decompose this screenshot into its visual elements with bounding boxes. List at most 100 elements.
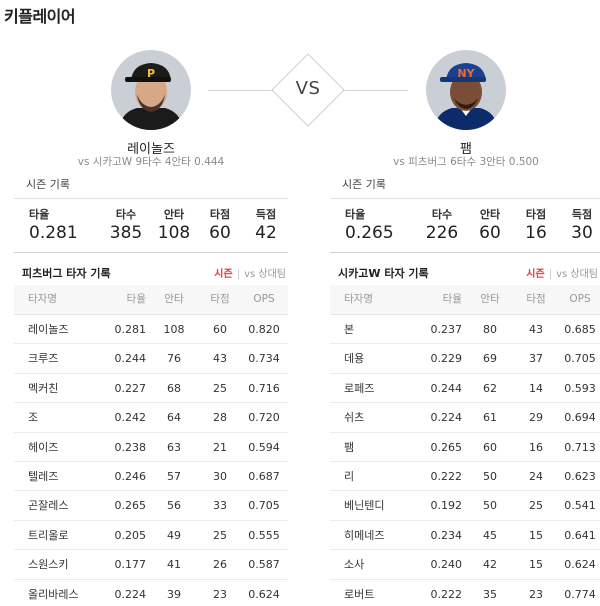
column-header-ops[interactable]: OPS	[253, 293, 275, 305]
page-title: 키플레이어	[4, 7, 76, 26]
tab-vs-opponent[interactable]: vs 상대팀	[556, 269, 598, 280]
player-name-cell[interactable]: 히메네즈	[344, 528, 385, 542]
column-header-avg[interactable]: 타율	[126, 293, 146, 305]
player-name-cell[interactable]: 로버트	[344, 587, 375, 601]
tab-season[interactable]: 시즌	[526, 269, 545, 280]
player-name-cell[interactable]: 올리바레스	[28, 587, 79, 601]
season-record-title: 시즌 기록	[14, 176, 288, 199]
tab-vs-opponent[interactable]: vs 상대팀	[244, 269, 286, 280]
player-name-cell[interactable]: 헤이즈	[28, 440, 59, 454]
player-name-cell[interactable]: 텔레즈	[28, 469, 59, 483]
hits-cell: 45	[483, 528, 497, 542]
table-row[interactable]: 팸 0.265 60 16 0.713	[330, 433, 600, 462]
ops-cell: 0.734	[248, 352, 280, 366]
player-name-left[interactable]: 레이놀즈	[127, 142, 175, 157]
table-row[interactable]: 올리바레스 0.224 39 23 0.624	[14, 580, 288, 606]
column-header-avg[interactable]: 타율	[442, 293, 462, 305]
player-name-cell[interactable]: 리	[344, 469, 355, 483]
table-row[interactable]: 텔레즈 0.246 57 30 0.687	[14, 462, 288, 492]
column-header-rbi[interactable]: 타점	[526, 293, 546, 305]
player-name-cell[interactable]: 쉬츠	[344, 411, 365, 425]
table-row[interactable]: 리 0.222 50 24 0.623	[330, 462, 600, 492]
ops-cell: 0.555	[248, 528, 280, 542]
player-name-cell[interactable]: 팸	[344, 440, 355, 454]
batting-avg-cell: 0.222	[430, 587, 463, 601]
player-name-cell[interactable]: 멕커친	[28, 381, 59, 395]
batting-avg-cell: 0.227	[114, 381, 147, 395]
player-avatar-left[interactable]: P	[111, 50, 191, 130]
rbi-cell: 23	[213, 587, 227, 601]
ops-cell: 0.694	[564, 411, 596, 425]
player-name-cell[interactable]: 데용	[344, 352, 365, 366]
season-stat-label: 타수	[431, 208, 453, 221]
player-name-cell[interactable]: 베닌텐디	[344, 499, 385, 513]
column-header-name[interactable]: 타자명	[344, 293, 373, 305]
hits-cell: 49	[167, 528, 181, 542]
season-record-title: 시즌 기록	[330, 176, 600, 199]
season-stat-label: 타수	[115, 208, 137, 221]
batting-table-column-header: 타자명 타율 안타 타점 OPS	[14, 285, 288, 315]
player-name-cell[interactable]: 본	[344, 323, 355, 336]
season-stat-runs: 득점 42	[246, 199, 286, 243]
table-row[interactable]: 레이놀즈 0.281 108 60 0.820	[14, 315, 288, 345]
table-row[interactable]: 본 0.237 80 43 0.685	[330, 315, 600, 345]
column-header-name[interactable]: 타자명	[28, 293, 57, 305]
season-stat-value: 16	[525, 223, 547, 243]
table-row[interactable]: 멕커친 0.227 68 25 0.716	[14, 374, 288, 404]
tab-separator: |	[236, 269, 241, 280]
player-avatar-right[interactable]: NY	[426, 50, 506, 130]
column-header-hits[interactable]: 안타	[164, 293, 184, 305]
rbi-cell: 43	[213, 352, 227, 366]
batting-avg-cell: 0.242	[114, 411, 147, 425]
player-name-cell[interactable]: 소사	[344, 558, 365, 572]
season-record-right: 시즌 기록 타율 0.265 타수 226 안타 60 타점 16 득점 30	[330, 176, 600, 253]
rbi-cell: 60	[213, 323, 227, 336]
ops-cell: 0.774	[564, 587, 596, 601]
table-row[interactable]: 베닌텐디 0.192 50 25 0.541	[330, 491, 600, 521]
season-stat-ab: 타수 385	[106, 199, 146, 243]
batting-avg-cell: 0.237	[430, 323, 463, 336]
hits-cell: 50	[483, 469, 497, 483]
player-name-cell[interactable]: 레이놀즈	[28, 323, 69, 336]
ops-cell: 0.720	[248, 411, 280, 425]
batting-avg-cell: 0.224	[430, 411, 463, 425]
table-row[interactable]: 조 0.242 64 28 0.720	[14, 403, 288, 433]
player-name-cell[interactable]: 곤잘레스	[28, 499, 69, 513]
table-row[interactable]: 데용 0.229 69 37 0.705	[330, 344, 600, 374]
ops-cell: 0.624	[248, 587, 280, 601]
batting-avg-cell: 0.244	[114, 352, 147, 366]
player-name-cell[interactable]: 조	[28, 411, 39, 425]
hits-cell: 50	[483, 499, 497, 513]
season-stat-value: 42	[255, 223, 277, 243]
season-record-left: 시즌 기록 타율 0.281 타수 385 안타 108 타점 60 득점 42	[14, 176, 288, 253]
rbi-cell: 33	[213, 499, 227, 513]
batting-table-left: 피츠버그 타자 기록 시즌 | vs 상대팀 타자명 타율 안타 타점 OPS 레이…	[14, 263, 288, 606]
column-header-rbi[interactable]: 타점	[210, 293, 230, 305]
table-row[interactable]: 트리올로 0.205 49 25 0.555	[14, 521, 288, 551]
table-row[interactable]: 로페즈 0.244 62 14 0.593	[330, 374, 600, 404]
rbi-cell: 15	[529, 558, 543, 572]
hits-cell: 57	[167, 469, 181, 483]
tab-season[interactable]: 시즌	[214, 269, 233, 280]
hits-cell: 61	[483, 411, 497, 425]
table-row[interactable]: 히메네즈 0.234 45 15 0.641	[330, 521, 600, 551]
table-row[interactable]: 로버트 0.222 35 23 0.774	[330, 580, 600, 606]
player-name-right[interactable]: 팸	[460, 142, 472, 157]
table-row[interactable]: 소사 0.240 42 15 0.624	[330, 550, 600, 580]
table-row[interactable]: 헤이즈 0.238 63 21 0.594	[14, 433, 288, 462]
ops-cell: 0.587	[248, 558, 280, 572]
rbi-cell: 25	[213, 528, 227, 542]
table-row[interactable]: 곤잘레스 0.265 56 33 0.705	[14, 491, 288, 521]
player-name-cell[interactable]: 로페즈	[344, 381, 375, 395]
batting-avg-cell: 0.192	[430, 499, 463, 513]
player-name-cell[interactable]: 트리올로	[28, 528, 69, 542]
player-name-cell[interactable]: 크루즈	[28, 352, 59, 366]
table-row[interactable]: 스원스키 0.177 41 26 0.587	[14, 550, 288, 580]
player-name-cell[interactable]: 스원스키	[28, 558, 69, 572]
player-vs-record-right: vs 피츠버그 6타수 3안타 0.500	[393, 156, 539, 168]
table-row[interactable]: 크루즈 0.244 76 43 0.734	[14, 344, 288, 374]
table-row[interactable]: 쉬츠 0.224 61 29 0.694	[330, 403, 600, 433]
season-stat-rbi: 타점 16	[516, 199, 556, 243]
column-header-hits[interactable]: 안타	[480, 293, 500, 305]
column-header-ops[interactable]: OPS	[569, 293, 591, 305]
